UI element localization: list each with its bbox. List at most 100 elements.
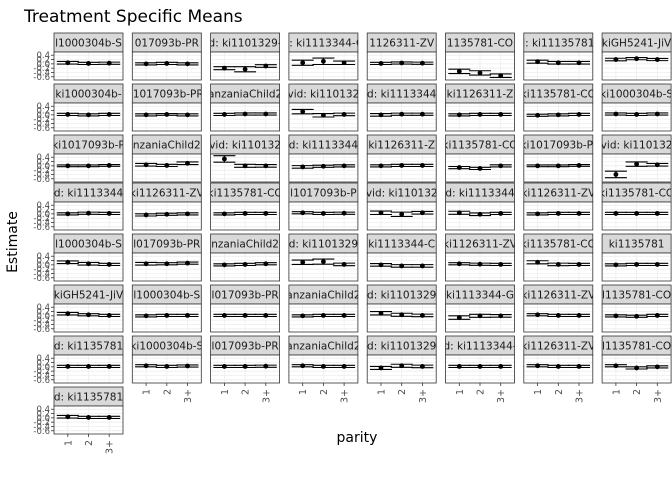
data-point [535,259,540,265]
panel-border [601,303,672,333]
data-point [456,112,462,118]
data-point [420,313,425,318]
y-tick-label: 0.2 [36,410,50,420]
data-point [634,262,639,267]
y-tick-label: -0.6 [33,73,50,83]
data-point [65,311,71,317]
facet-strip-label: d: ki1135781 [54,392,123,404]
data-point [321,313,326,318]
panel-border [445,252,515,282]
x-tick-label: 3+ [653,389,664,403]
facet-strip-label: l1135781-CO [602,290,671,302]
data-point [143,363,149,369]
facet-strip-label: d: ki1101329 [367,290,436,302]
panel-border [131,51,202,81]
data-point [420,263,425,269]
data-point [613,57,619,62]
data-point [378,262,384,268]
y-tick-label: -0.2 [33,418,50,428]
data-point [242,313,248,318]
panel-border [445,153,515,183]
panel-border [445,51,515,81]
y-tick-label: -0.6 [33,274,50,284]
facet-panel: 1126311-ZV [366,32,437,81]
data-point [143,162,149,168]
facet-panel: l1135781-CO 1 2 3+ [601,335,672,403]
data-point [399,111,405,117]
data-point [164,313,170,318]
facet-strip-label: l017093b-PR [133,239,200,251]
y-tick-label: -0.4 [33,422,50,432]
data-point [634,211,639,216]
y-tick-label: 0.0 [36,414,50,424]
y-tick-label: 0.4 [36,303,50,313]
panel-border [210,252,281,282]
data-point [613,211,619,216]
data-point [477,166,483,171]
data-point [535,312,540,318]
panel-border [131,153,202,183]
facet-panel: l1017093b-P [288,182,359,231]
facet-strip-label: d: ki1113344 [445,188,515,200]
y-tick-label: 0.0 [36,111,50,121]
facet-strip-label: ki1126311-ZV [130,188,205,200]
facet-panel: l017093b-PR [210,284,281,333]
data-point [613,313,619,319]
data-point [477,211,483,217]
panel-border [288,153,359,183]
data-point [576,112,582,117]
facet-strip-label: ki1135781-CO [521,89,596,101]
data-point [378,112,384,118]
data-point [321,112,326,118]
facet-strip-label: l1000304b-S [55,239,122,251]
facet-panel: ki1135781-CO [601,182,672,231]
facet-panel: d: ki11135781- [523,32,594,81]
facet-strip-label: vid: ki110132 [601,140,672,152]
y-tick-label: -0.6 [33,325,50,335]
y-tick-label: 0.0 [36,60,50,70]
facet-panel: ki1126311-ZV [523,182,594,231]
data-point [341,112,347,117]
y-tick-label: 0.0 [36,312,50,322]
data-point [634,112,639,117]
data-point [420,60,425,66]
x-tick-label: 3+ [418,389,429,403]
data-point [106,262,112,267]
x-tick-label: 1 [611,389,622,395]
data-point [399,60,405,66]
facet-strip-label: nzaniaChild2 [133,140,201,152]
facet-strip-label: vid: ki110132 [209,140,281,152]
data-point [576,163,582,168]
data-point [106,211,112,216]
panel-border [53,153,124,183]
facet-strip-label: kiGH5241-JiV [54,290,124,302]
facet-strip-label: 1126311-ZV [369,38,435,50]
facet-strip-label: d: ki1113344- [443,341,516,353]
data-point [242,211,248,216]
data-point [498,262,504,267]
data-point [477,112,483,117]
y-tick-label: 0.2 [36,56,50,66]
data-point [242,163,248,169]
data-point [341,313,347,318]
facet-strip-label: l1000304b-S [133,290,200,302]
facet-strip-label: ki1126311-Z [447,89,514,101]
facet-strip-label: ki1017093b-PI [520,140,596,152]
panel-border [523,252,594,282]
facet-strip-label: ki1126311-ZV [521,341,596,353]
facet-panel: d: ki1101329 [288,233,359,282]
facet-panel: nzaniaChild2 [131,134,202,183]
data-point [106,163,112,168]
panel-border [53,201,124,231]
facet-strip-label: ki1126311-ZV [521,290,596,302]
panel-border [53,102,124,132]
facet-panel: l017093b-PR [131,233,202,282]
data-point [65,364,71,369]
data-point [555,211,561,216]
x-axis-label: parity [337,430,378,446]
data-point [654,111,660,117]
facet-panel: d: ki1113344 [366,83,437,132]
data-point [341,262,347,267]
data-point [86,415,91,420]
facet-strip-label: d: ki1101329 [289,239,358,251]
